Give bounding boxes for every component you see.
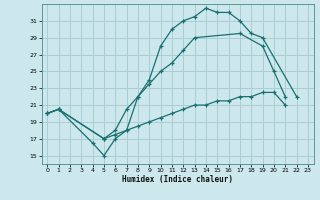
X-axis label: Humidex (Indice chaleur): Humidex (Indice chaleur) bbox=[122, 175, 233, 184]
